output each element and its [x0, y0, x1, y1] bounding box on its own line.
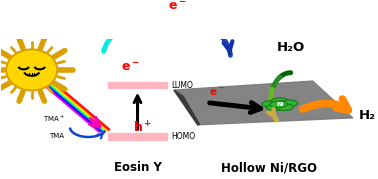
Text: $\mathbf{e^-}$: $\mathbf{e^-}$ — [168, 1, 186, 13]
Circle shape — [276, 104, 293, 110]
Polygon shape — [174, 90, 200, 125]
Circle shape — [266, 104, 284, 111]
Text: Ni: Ni — [276, 102, 284, 107]
Text: H₂: H₂ — [359, 109, 376, 122]
Circle shape — [262, 101, 279, 107]
Ellipse shape — [6, 49, 57, 90]
Bar — [108, 134, 167, 140]
Text: HOMO: HOMO — [171, 132, 195, 141]
Text: $\mathbf{e^-}$: $\mathbf{e^-}$ — [209, 87, 225, 98]
Circle shape — [270, 101, 288, 108]
Text: H₂O: H₂O — [277, 41, 305, 54]
Text: $\mathbf{e^-}$: $\mathbf{e^-}$ — [121, 61, 139, 74]
Text: LUMO: LUMO — [171, 81, 193, 90]
Text: TMA$^+$: TMA$^+$ — [43, 113, 65, 124]
Text: Eosin Y: Eosin Y — [113, 161, 161, 174]
Circle shape — [280, 100, 298, 107]
Polygon shape — [174, 81, 353, 125]
Text: Hollow Ni/RGO: Hollow Ni/RGO — [221, 161, 317, 174]
Bar — [108, 82, 167, 88]
Text: TMA: TMA — [50, 133, 65, 139]
Circle shape — [271, 98, 288, 105]
Text: $\mathbf{h^+}$: $\mathbf{h^+}$ — [133, 120, 153, 135]
